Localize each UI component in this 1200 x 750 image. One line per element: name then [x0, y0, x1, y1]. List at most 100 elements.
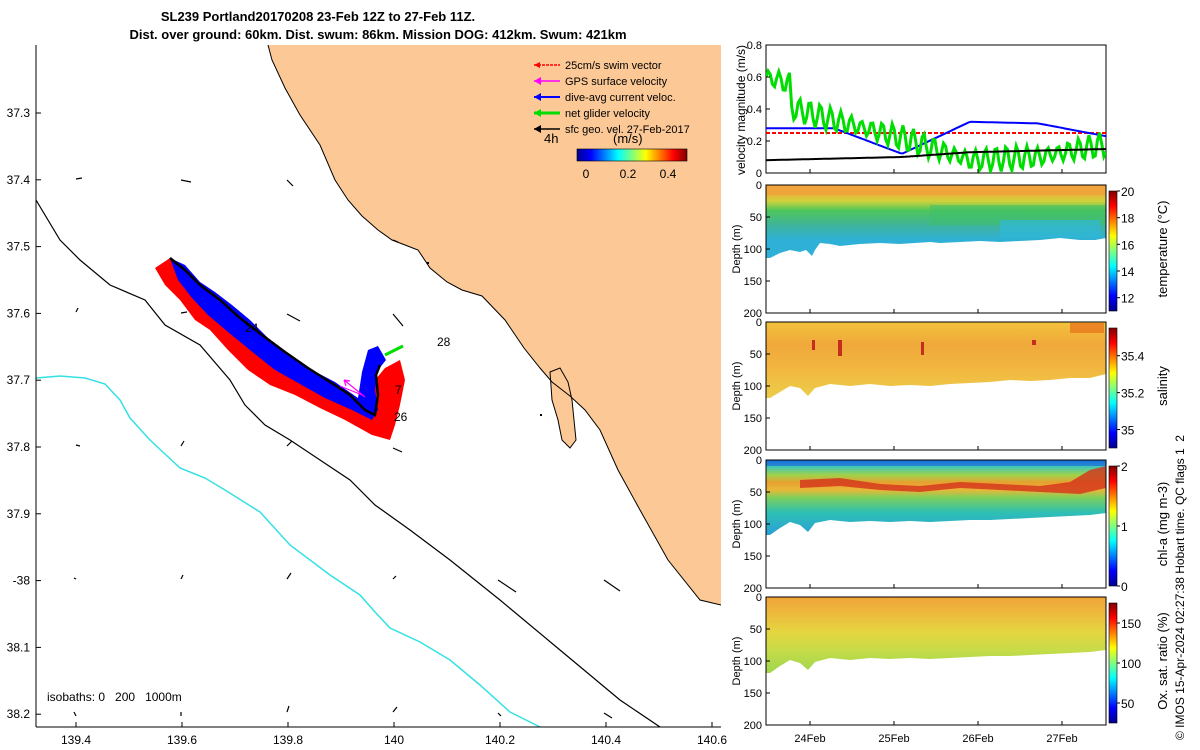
colorbar-tick-label: 35.2: [1121, 387, 1145, 401]
day-label-7: 7: [395, 383, 402, 397]
island: [549, 367, 577, 449]
vel-tick-label: 0.4: [747, 104, 762, 116]
colorbar-title: (m/s): [613, 131, 643, 146]
coastline: [267, 45, 721, 606]
legend-item: 25cm/s swim vector: [534, 60, 662, 72]
colorbar-tick-label: 12: [1121, 292, 1135, 306]
depth-tick-label: 50: [750, 349, 762, 361]
vel-tick-label: 0.2: [747, 136, 762, 148]
map-longitude-ticks: 139.4 139.6 139.8 140 140.2 140.4 140.6: [61, 722, 727, 747]
legend-label: dive-avg current veloc.: [565, 92, 676, 104]
depth-tick-label: 200: [744, 445, 762, 457]
lat-tick-label: 37.9: [7, 507, 31, 521]
legend-item: dive-avg current veloc.: [534, 92, 676, 104]
vector-arrow: [392, 706, 398, 713]
salinity-field: [766, 322, 1106, 398]
vel-tick-label: 0: [756, 168, 762, 180]
lon-tick-label: 139.6: [167, 733, 197, 747]
net-velocity-green: [384, 344, 404, 357]
colorbar-tick-label: 35.4: [1121, 350, 1145, 364]
chl-field: [766, 460, 1106, 535]
oxygen-section: [766, 597, 1106, 673]
depth-axis-label: Depth (m): [731, 225, 743, 274]
vector-arrow: [497, 579, 517, 593]
salinity-spot: [838, 340, 842, 356]
day-label-28: 28: [437, 335, 451, 349]
vector-arrow: [603, 579, 621, 592]
time-axis: 24Feb 25Feb 26Feb 27Feb: [794, 169, 1078, 745]
figure-title-line2: Dist. over ground: 60km. Dist. swum: 86k…: [129, 27, 626, 42]
section-colorbar: [1108, 465, 1118, 587]
salinity-spot: [921, 342, 924, 355]
land-area: [268, 45, 721, 605]
vector-arrow: [180, 311, 188, 314]
isobath-1000m: [36, 375, 541, 727]
lon-tick-label: 140: [384, 733, 404, 747]
map-panel: 24 28 7 26 25cm/s swim vector GPS surfac…: [7, 45, 727, 747]
track-line: [169, 257, 382, 417]
depth-tick-label: 100: [744, 244, 762, 256]
vector-arrow: [603, 712, 613, 719]
velocity-series-line: [766, 66, 1106, 173]
colorbar-label: temperature (°C): [1155, 201, 1170, 298]
legend-label: 25cm/s swim vector: [565, 60, 662, 72]
colorbar-tick-label: 150: [1121, 617, 1141, 631]
vector-arrow: [75, 307, 79, 313]
legend-label: sfc geo. vel. 27-Feb-2017: [565, 124, 690, 136]
vel-tick-label: 0.8: [747, 40, 762, 52]
colorbar-tick: 0.2: [620, 167, 637, 181]
map-legend: 25cm/s swim vector GPS surface velocity …: [534, 60, 690, 181]
temperature-section: [766, 185, 1106, 258]
lon-tick-label: 140.6: [697, 733, 727, 747]
colorbar-tick-label: 1: [1121, 520, 1128, 534]
time-tick-label: 27Feb: [1046, 733, 1077, 745]
depth-tick-label: 150: [744, 413, 762, 425]
glider-track: [155, 257, 405, 440]
colorbar-label: chl-a (mg m-3): [1155, 482, 1170, 567]
velocity-y-ticks: 0 0.2 0.4 0.6 0.8: [747, 40, 770, 180]
depth-tick-label: 150: [744, 276, 762, 288]
depth-tick-label: 0: [756, 455, 762, 467]
chl-surface-blue: [766, 460, 1106, 466]
depth-axis-label: Depth (m): [731, 500, 743, 549]
lat-tick-label: -38: [13, 574, 31, 588]
colorbar-tick-label: 2: [1121, 460, 1128, 474]
depth-tick-label: 50: [750, 487, 762, 499]
depth-axis-label: Depth (m): [731, 637, 743, 686]
vector-arrow: [75, 177, 83, 180]
salinity-spot: [1070, 323, 1104, 333]
depth-tick-label: 150: [744, 551, 762, 563]
depth-tick-label: 0: [756, 592, 762, 604]
lat-tick-label: 37.5: [7, 240, 31, 254]
depth-tick-label: 50: [750, 212, 762, 224]
vector-arrow: [392, 313, 404, 327]
legend-item: GPS surface velocity: [534, 76, 668, 88]
velocity-series: [766, 66, 1106, 173]
lat-tick-label: 37.3: [7, 106, 31, 120]
chl-max-layer: [800, 466, 1106, 494]
vector-arrow: [73, 577, 77, 580]
depth-tick-label: 150: [744, 688, 762, 700]
section-colorbar: [1108, 190, 1118, 312]
time-tick-label: 24Feb: [794, 733, 825, 745]
depth-tick-label: 0: [756, 180, 762, 192]
vector-arrow: [180, 179, 192, 183]
figure-title-line1: SL239 Portland20170208 23-Feb 12Z to 27-…: [161, 9, 475, 24]
depth-tick-label: 200: [744, 583, 762, 595]
depth-tick-label: 50: [750, 624, 762, 636]
depth-tick-label: 0: [756, 317, 762, 329]
day-label-26: 26: [394, 410, 408, 424]
legend-item: sfc geo. vel. 27-Feb-2017: [534, 124, 690, 136]
velocity-ylabel: velocity magnitude (m/s): [734, 45, 748, 175]
vector-arrow: [392, 575, 397, 580]
lat-tick-label: 37.8: [7, 440, 31, 454]
colorbar-tick-label: 35: [1121, 424, 1135, 438]
current-vectors-blue: [170, 258, 386, 420]
vector-arrow: [75, 444, 81, 447]
lat-tick-label: 37.4: [7, 173, 31, 187]
salinity-spot: [1032, 340, 1036, 345]
lon-tick-label: 140.2: [485, 733, 515, 747]
depth-tick-label: 100: [744, 656, 762, 668]
vel-tick-label: 0.6: [747, 72, 762, 84]
